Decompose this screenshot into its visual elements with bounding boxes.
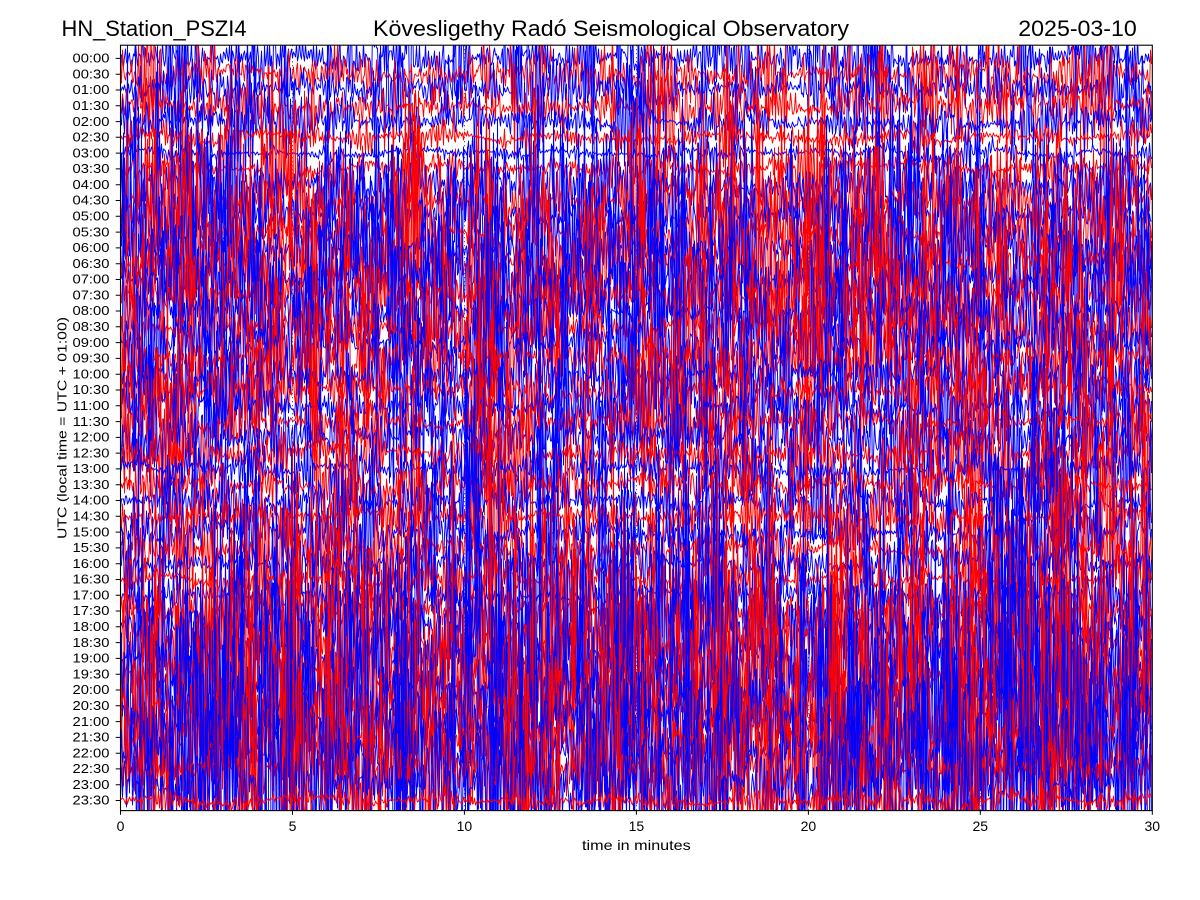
svg-text:15: 15	[629, 818, 645, 834]
svg-text:2025-03-10: 2025-03-10	[1018, 16, 1136, 41]
svg-text:12:30: 12:30	[73, 445, 110, 460]
svg-text:05:30: 05:30	[73, 224, 110, 239]
svg-text:07:30: 07:30	[73, 287, 110, 302]
svg-text:07:00: 07:00	[73, 272, 110, 287]
svg-text:14:00: 14:00	[73, 493, 110, 508]
svg-text:14:30: 14:30	[73, 509, 110, 524]
svg-text:30: 30	[1145, 818, 1161, 834]
svg-text:02:00: 02:00	[73, 114, 110, 129]
svg-text:17:00: 17:00	[73, 588, 110, 603]
svg-text:UTC (local time = UTC + 01:00): UTC (local time = UTC + 01:00)	[55, 317, 70, 539]
svg-text:19:00: 19:00	[73, 651, 110, 666]
svg-text:01:00: 01:00	[73, 82, 110, 97]
svg-text:11:00: 11:00	[73, 398, 110, 413]
svg-text:03:30: 03:30	[73, 161, 110, 176]
svg-text:08:00: 08:00	[73, 303, 110, 318]
svg-text:18:00: 18:00	[73, 619, 110, 634]
svg-text:06:00: 06:00	[73, 240, 110, 255]
svg-text:20:00: 20:00	[73, 682, 110, 697]
svg-text:20: 20	[801, 818, 817, 834]
svg-text:04:00: 04:00	[73, 177, 110, 192]
svg-text:08:30: 08:30	[73, 319, 110, 334]
svg-text:15:00: 15:00	[73, 524, 110, 539]
svg-text:12:00: 12:00	[73, 430, 110, 445]
svg-text:00:30: 00:30	[73, 66, 110, 81]
svg-text:09:00: 09:00	[73, 335, 110, 350]
svg-text:16:00: 16:00	[73, 556, 110, 571]
svg-text:0: 0	[117, 818, 125, 834]
svg-text:00:00: 00:00	[73, 51, 110, 66]
svg-text:23:00: 23:00	[73, 777, 110, 792]
svg-text:10:30: 10:30	[73, 382, 110, 397]
svg-text:05:00: 05:00	[73, 209, 110, 224]
svg-text:06:30: 06:30	[73, 256, 110, 271]
svg-text:10: 10	[457, 818, 473, 834]
svg-text:03:00: 03:00	[73, 145, 110, 160]
svg-text:11:30: 11:30	[73, 414, 110, 429]
svg-text:16:30: 16:30	[73, 572, 110, 587]
svg-text:13:00: 13:00	[73, 461, 110, 476]
svg-text:22:00: 22:00	[73, 745, 110, 760]
svg-text:25: 25	[973, 818, 989, 834]
svg-text:02:30: 02:30	[73, 130, 110, 145]
svg-text:5: 5	[289, 818, 297, 834]
svg-text:10:00: 10:00	[73, 366, 110, 381]
svg-text:15:30: 15:30	[73, 540, 110, 555]
svg-text:time in minutes: time in minutes	[582, 837, 691, 853]
svg-text:HN_Station_PSZI4: HN_Station_PSZI4	[62, 16, 247, 41]
svg-text:Kövesligethy Radó Seismologica: Kövesligethy Radó Seismological Observat…	[373, 16, 849, 41]
svg-text:23:30: 23:30	[73, 793, 110, 808]
svg-text:01:30: 01:30	[73, 98, 110, 113]
svg-text:20:30: 20:30	[73, 698, 110, 713]
svg-text:21:30: 21:30	[73, 730, 110, 745]
svg-text:17:30: 17:30	[73, 603, 110, 618]
svg-text:19:30: 19:30	[73, 666, 110, 681]
svg-text:22:30: 22:30	[73, 761, 110, 776]
svg-text:09:30: 09:30	[73, 351, 110, 366]
svg-text:04:30: 04:30	[73, 193, 110, 208]
svg-text:13:30: 13:30	[73, 477, 110, 492]
svg-text:18:30: 18:30	[73, 635, 110, 650]
svg-text:21:00: 21:00	[73, 714, 110, 729]
